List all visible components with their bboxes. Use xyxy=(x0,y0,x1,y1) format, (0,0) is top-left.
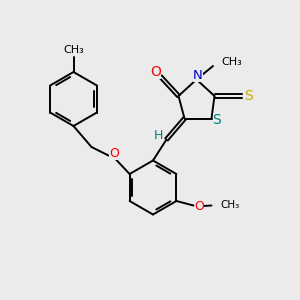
Text: O: O xyxy=(195,200,204,214)
Text: H: H xyxy=(153,129,163,142)
Text: O: O xyxy=(151,65,161,79)
Text: CH₃: CH₃ xyxy=(63,45,84,56)
Text: S: S xyxy=(212,113,221,127)
Text: S: S xyxy=(244,89,253,103)
Text: O: O xyxy=(109,147,119,160)
Text: CH₃: CH₃ xyxy=(221,57,242,68)
Text: N: N xyxy=(193,69,203,82)
Text: CH₃: CH₃ xyxy=(220,200,239,211)
